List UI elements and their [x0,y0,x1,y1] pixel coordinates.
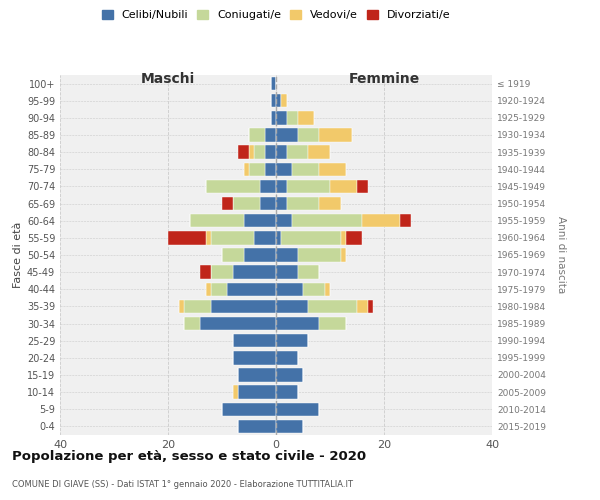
Bar [211,231,254,244]
Bar [276,94,281,108]
Y-axis label: Fasce di età: Fasce di età [13,222,23,288]
Text: COMUNE DI GIAVE (SS) - Dati ISTAT 1° gennaio 2020 - Elaborazione TUTTITALIA.IT: COMUNE DI GIAVE (SS) - Dati ISTAT 1° gen… [12,480,353,489]
Bar [298,266,319,279]
Bar [233,351,276,364]
Legend: Celibi/Nubili, Coniugati/e, Vedovi/e, Divorziati/e: Celibi/Nubili, Coniugati/e, Vedovi/e, Di… [97,6,455,25]
Bar [303,282,325,296]
Bar [233,386,238,399]
Bar [238,420,276,433]
Bar [276,317,319,330]
Bar [341,248,346,262]
Bar [271,77,276,90]
Bar [260,180,276,193]
Text: Popolazione per età, sesso e stato civile - 2020: Popolazione per età, sesso e stato civil… [12,450,366,463]
Bar [276,111,287,124]
Bar [271,94,276,108]
Bar [319,317,346,330]
Bar [325,282,330,296]
Bar [341,231,346,244]
Bar [244,248,276,262]
Bar [281,94,287,108]
Bar [346,231,362,244]
Bar [271,111,276,124]
Bar [249,128,265,141]
Bar [222,197,233,210]
Bar [184,317,200,330]
Bar [276,231,281,244]
Bar [238,146,249,159]
Bar [211,300,276,313]
Bar [265,128,276,141]
Bar [319,128,352,141]
Bar [276,334,308,347]
Bar [249,162,265,176]
Bar [362,214,400,228]
Bar [260,197,276,210]
Bar [368,300,373,313]
Bar [206,231,211,244]
Bar [265,146,276,159]
Bar [292,162,319,176]
Bar [190,214,244,228]
Bar [281,231,341,244]
Bar [330,180,357,193]
Bar [357,180,368,193]
Bar [276,266,298,279]
Bar [319,197,341,210]
Bar [254,231,276,244]
Bar [276,402,319,416]
Bar [265,162,276,176]
Bar [308,300,357,313]
Bar [233,197,260,210]
Bar [298,128,319,141]
Bar [200,317,276,330]
Bar [276,180,287,193]
Bar [276,282,303,296]
Bar [319,162,346,176]
Bar [298,111,314,124]
Bar [276,146,287,159]
Bar [287,197,319,210]
Bar [179,300,184,313]
Bar [244,162,249,176]
Bar [233,266,276,279]
Bar [222,402,276,416]
Bar [276,128,298,141]
Bar [357,300,368,313]
Bar [211,266,233,279]
Bar [206,282,211,296]
Bar [238,386,276,399]
Bar [276,420,303,433]
Bar [222,248,244,262]
Bar [287,146,308,159]
Text: Femmine: Femmine [349,72,419,86]
Bar [184,300,211,313]
Bar [168,231,206,244]
Bar [276,368,303,382]
Bar [287,180,330,193]
Bar [249,146,254,159]
Bar [287,111,298,124]
Bar [400,214,411,228]
Bar [233,334,276,347]
Bar [227,282,276,296]
Bar [254,146,265,159]
Bar [211,282,227,296]
Bar [276,351,298,364]
Bar [238,368,276,382]
Bar [244,214,276,228]
Bar [298,248,341,262]
Bar [206,180,260,193]
Bar [308,146,330,159]
Bar [276,162,292,176]
Text: Maschi: Maschi [141,72,195,86]
Bar [276,248,298,262]
Bar [292,214,362,228]
Bar [276,214,292,228]
Y-axis label: Anni di nascita: Anni di nascita [556,216,566,294]
Bar [200,266,211,279]
Bar [276,300,308,313]
Bar [276,197,287,210]
Bar [276,386,298,399]
